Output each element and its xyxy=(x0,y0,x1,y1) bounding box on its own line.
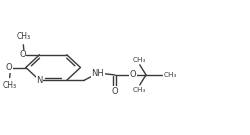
Text: N: N xyxy=(36,76,43,85)
Text: CH₃: CH₃ xyxy=(133,87,146,93)
Text: CH₃: CH₃ xyxy=(2,81,17,90)
Text: CH₃: CH₃ xyxy=(133,57,146,63)
Text: O: O xyxy=(6,63,12,72)
Text: CH₃: CH₃ xyxy=(164,72,177,78)
Text: O: O xyxy=(19,50,26,59)
Text: O: O xyxy=(130,70,136,79)
Text: NH: NH xyxy=(92,69,104,78)
Text: CH₃: CH₃ xyxy=(16,32,30,41)
Text: O: O xyxy=(112,87,118,96)
